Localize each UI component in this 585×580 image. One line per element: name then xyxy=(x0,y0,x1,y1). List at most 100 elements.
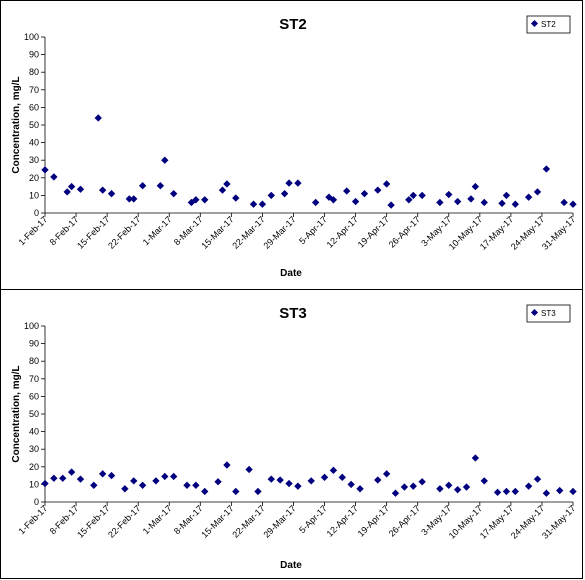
y-tick-label: 30 xyxy=(29,444,39,454)
x-tick-label: 22-Feb-17 xyxy=(106,503,142,539)
legend-marker xyxy=(530,19,539,28)
data-point xyxy=(169,472,178,481)
x-tick-label: 19-Apr-17 xyxy=(356,503,391,538)
data-point xyxy=(343,187,351,195)
data-point xyxy=(569,487,577,496)
data-point xyxy=(99,186,107,194)
y-tick-label: 50 xyxy=(29,409,39,419)
y-tick-label: 40 xyxy=(29,138,39,148)
data-point xyxy=(192,196,200,204)
data-point xyxy=(258,200,267,208)
data-point xyxy=(524,482,533,490)
data-point xyxy=(201,196,209,204)
y-tick-label: 10 xyxy=(29,479,39,489)
data-point xyxy=(533,188,542,196)
data-point xyxy=(418,478,426,486)
x-tick-label: 19-Apr-17 xyxy=(356,214,391,249)
y-tick-label: 60 xyxy=(29,391,39,401)
x-tick-label: 5-Apr-17 xyxy=(297,214,329,246)
data-point xyxy=(480,198,488,207)
x-tick-label: 15-Feb-17 xyxy=(75,503,111,539)
data-point xyxy=(471,454,480,462)
data-point xyxy=(351,197,360,206)
y-tick-label: 20 xyxy=(29,462,39,472)
y-tick-label: 50 xyxy=(29,120,39,130)
data-point xyxy=(533,475,542,483)
data-point xyxy=(498,199,506,207)
y-tick-label: 90 xyxy=(29,50,39,60)
data-point xyxy=(125,195,133,203)
data-point xyxy=(374,476,382,484)
data-point xyxy=(480,477,488,485)
data-point xyxy=(502,487,511,496)
data-point xyxy=(542,165,551,173)
data-point xyxy=(214,478,222,486)
data-point xyxy=(374,186,382,194)
x-tick-label: 22-Mar-17 xyxy=(230,214,266,250)
data-point xyxy=(285,179,293,187)
x-tick-label: 31-May-17 xyxy=(540,214,577,251)
data-point xyxy=(161,472,169,481)
x-tick-label: 26-Apr-17 xyxy=(387,503,422,538)
data-point xyxy=(356,485,364,493)
legend: ST3 xyxy=(526,304,571,323)
data-point xyxy=(183,481,191,489)
data-point xyxy=(76,185,85,193)
data-point xyxy=(232,487,240,496)
data-point xyxy=(130,477,138,485)
data-point xyxy=(267,191,275,200)
data-point xyxy=(201,487,209,496)
data-point xyxy=(436,198,444,207)
y-tick-label: 10 xyxy=(29,190,39,200)
data-point xyxy=(267,475,275,483)
data-point xyxy=(400,483,409,491)
data-point xyxy=(245,465,253,474)
data-point xyxy=(418,191,426,200)
x-tick-label: 22-Mar-17 xyxy=(230,503,266,539)
data-point xyxy=(329,466,338,474)
y-tick-label: 60 xyxy=(29,102,39,112)
data-point xyxy=(99,470,107,478)
data-point xyxy=(50,474,58,482)
data-point xyxy=(467,195,475,203)
data-point xyxy=(67,182,76,191)
data-point xyxy=(138,481,147,489)
data-point xyxy=(307,477,315,485)
data-point xyxy=(471,182,480,191)
x-tick-label: 29-Mar-17 xyxy=(261,214,297,250)
legend-label: ST3 xyxy=(541,309,556,318)
data-point xyxy=(409,482,417,490)
data-point xyxy=(511,487,519,496)
data-point xyxy=(161,156,169,164)
data-point xyxy=(453,486,462,494)
data-point xyxy=(223,180,231,188)
data-point xyxy=(192,481,200,489)
x-tick-label: 12-Apr-17 xyxy=(325,214,360,249)
y-tick-label: 70 xyxy=(29,374,39,384)
data-point xyxy=(560,198,568,207)
data-point xyxy=(387,201,395,209)
data-point xyxy=(76,475,85,483)
y-axis-label: Concentration, mg/L xyxy=(11,76,22,173)
data-point xyxy=(453,197,462,206)
data-point xyxy=(320,473,329,482)
data-point xyxy=(294,179,302,187)
y-tick-label: 30 xyxy=(29,155,39,165)
x-tick-label: 1-Mar-17 xyxy=(141,503,174,536)
data-point xyxy=(285,479,293,488)
data-point xyxy=(382,470,391,478)
data-point xyxy=(232,194,240,202)
data-point xyxy=(409,191,417,200)
data-point xyxy=(524,193,533,201)
y-tick-label: 100 xyxy=(24,321,39,331)
data-point xyxy=(94,114,102,122)
chart-title: ST3 xyxy=(279,305,307,322)
x-axis-label: Date xyxy=(280,560,302,571)
data-point xyxy=(254,487,262,496)
data-point xyxy=(445,481,453,489)
data-point xyxy=(338,473,346,482)
data-point xyxy=(50,173,58,181)
data-point xyxy=(249,200,258,208)
data-point xyxy=(107,471,116,480)
data-point xyxy=(294,482,302,490)
